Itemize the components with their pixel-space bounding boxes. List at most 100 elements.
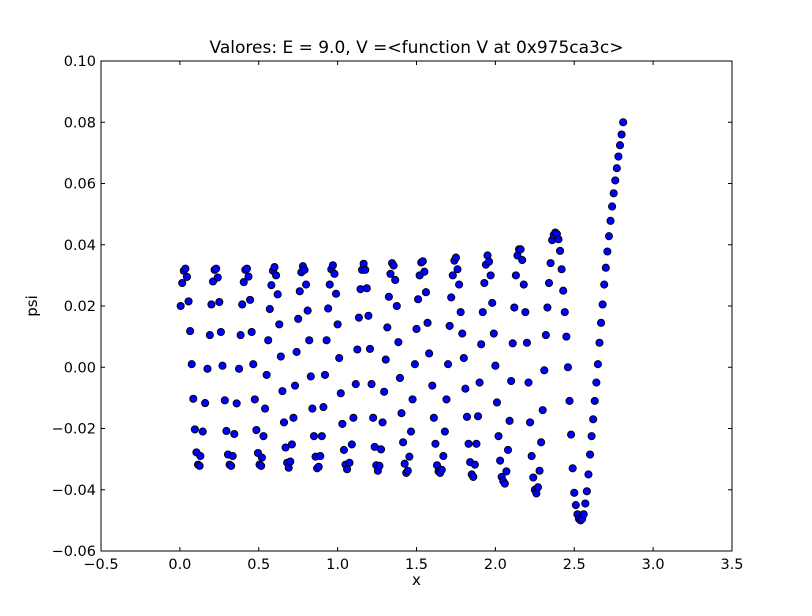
data-point (587, 432, 596, 441)
data-point (316, 452, 325, 461)
y-tick-label: 0.06 (64, 177, 96, 193)
data-point (502, 467, 511, 476)
data-point (496, 456, 505, 465)
data-point (345, 458, 354, 467)
data-point (276, 352, 285, 361)
data-point (445, 321, 454, 330)
data-point (333, 320, 342, 329)
data-point (451, 253, 460, 262)
y-tick-label: 0.08 (64, 115, 96, 131)
data-point (195, 461, 204, 470)
data-point (203, 364, 212, 373)
data-point (437, 465, 446, 474)
data-point (557, 265, 566, 274)
data-point (262, 370, 271, 379)
data-point (581, 499, 590, 508)
data-point (302, 280, 311, 289)
data-point (478, 308, 487, 317)
data-point (349, 413, 358, 422)
data-point (364, 311, 373, 320)
y-tick-label: 0.00 (64, 360, 96, 376)
data-point (325, 280, 334, 289)
x-tick-label: 3.5 (720, 557, 743, 573)
data-point (362, 284, 371, 293)
data-point (242, 264, 251, 273)
data-point (289, 413, 298, 422)
data-point (336, 389, 345, 398)
data-point (367, 380, 376, 389)
data-point (218, 361, 227, 370)
data-point (290, 381, 300, 390)
y-tick-label: −0.06 (52, 544, 96, 560)
data-point (522, 338, 531, 347)
data-point (273, 290, 282, 299)
data-point (508, 339, 517, 348)
data-point (300, 265, 309, 274)
x-tick-label: 1.0 (326, 557, 349, 573)
data-point (314, 462, 323, 471)
data-point (611, 176, 620, 185)
data-point (516, 245, 525, 254)
data-point (239, 278, 248, 287)
data-point (399, 438, 408, 447)
data-point (600, 280, 609, 289)
data-point (308, 404, 317, 413)
data-point (201, 399, 210, 408)
data-point (529, 473, 538, 482)
data-points (176, 118, 628, 525)
data-point (480, 278, 489, 288)
data-point (458, 329, 467, 338)
data-point (353, 345, 362, 354)
data-point (510, 303, 519, 312)
data-point (527, 452, 536, 461)
data-point (186, 327, 195, 336)
data-point (246, 295, 255, 304)
data-point (589, 415, 598, 424)
data-point (236, 331, 245, 340)
data-point (306, 372, 315, 381)
data-point (507, 376, 516, 386)
data-point (184, 297, 193, 306)
data-point (378, 418, 387, 427)
data-point (376, 445, 386, 454)
data-point (365, 344, 375, 353)
data-point (228, 452, 237, 461)
data-point (540, 366, 549, 375)
data-point (389, 261, 398, 270)
data-point (286, 457, 295, 466)
data-point (453, 265, 462, 274)
data-point (533, 483, 543, 492)
data-point (400, 459, 409, 468)
data-point (477, 340, 486, 349)
x-tick-label: 3.0 (642, 557, 665, 573)
data-point (462, 412, 472, 421)
data-point (317, 432, 326, 441)
data-point (335, 354, 344, 363)
data-point (604, 232, 614, 241)
data-point (425, 349, 434, 358)
data-point (608, 202, 617, 211)
data-point (392, 301, 401, 311)
data-point (230, 429, 239, 439)
data-point (234, 364, 244, 373)
data-point (322, 336, 331, 345)
data-point (295, 287, 304, 296)
data-point (559, 286, 568, 295)
data-point (176, 301, 185, 311)
data-point (455, 280, 464, 289)
data-point (442, 395, 451, 404)
data-point (324, 304, 333, 313)
data-point (232, 399, 241, 408)
data-point (582, 487, 591, 496)
x-tick-label: 0.5 (247, 557, 270, 573)
data-point (292, 347, 301, 356)
data-point (320, 370, 330, 379)
data-point (267, 281, 276, 290)
data-point (279, 418, 289, 427)
data-point (459, 354, 468, 363)
data-point (257, 453, 266, 462)
data-point (472, 439, 481, 448)
data-point (428, 381, 437, 390)
data-point (560, 308, 569, 317)
